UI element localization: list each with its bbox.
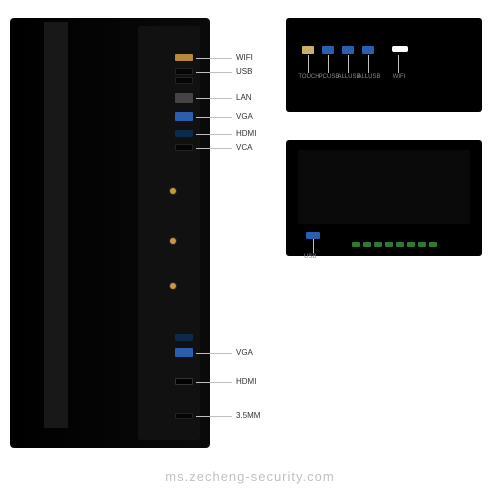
watermark: ms.zecheng-security.com <box>165 469 334 484</box>
top-port-touch <box>302 46 314 54</box>
top-leader-pcusb <box>328 55 329 73</box>
top-leader-allusb1 <box>348 55 349 73</box>
antenna-stud-1 <box>170 238 176 244</box>
control-button-3 <box>385 242 393 247</box>
control-button-7 <box>429 242 437 247</box>
top-port-wifi2 <box>392 46 408 52</box>
label-vca: VCA <box>236 143 252 152</box>
leader-vga1 <box>196 117 232 118</box>
top-port-pcusb <box>322 46 334 54</box>
leader-lan <box>196 98 232 99</box>
top-io-panel <box>286 18 482 112</box>
leader-usb1 <box>196 72 232 73</box>
leader-vga2 <box>196 353 232 354</box>
port-vga1 <box>175 112 193 121</box>
leader-jack <box>196 416 232 417</box>
top-label-wifi2: WIFI <box>386 74 412 80</box>
label-vga1: VGA <box>236 112 253 121</box>
leader-wifi <box>196 58 232 59</box>
port-hdmi2 <box>175 378 193 385</box>
top-port-allusb1 <box>342 46 354 54</box>
port-rail <box>44 22 68 428</box>
label-hdmi1: HDMI <box>236 129 256 138</box>
leader-hdmi1 <box>196 134 232 135</box>
label-hdmi2: HDMI <box>236 377 256 386</box>
control-button-0 <box>352 242 360 247</box>
port-wifi <box>175 54 193 61</box>
control-button-5 <box>407 242 415 247</box>
control-button-2 <box>374 242 382 247</box>
port-lan <box>175 93 193 103</box>
label-usb1: USB <box>236 67 252 76</box>
top-label-allusb2: ALLUSB <box>356 74 382 80</box>
top-leader-wifi2 <box>398 55 399 73</box>
port-usb2 <box>175 77 193 84</box>
control-button-6 <box>418 242 426 247</box>
port-jack <box>175 413 193 419</box>
top-leader-touch <box>308 55 309 73</box>
port-usb1 <box>175 68 193 75</box>
leader-hdmi2 <box>196 382 232 383</box>
control-button-1 <box>363 242 371 247</box>
display-region <box>298 150 470 224</box>
bottom-usb-port <box>306 232 320 239</box>
antenna-stud-2 <box>170 283 176 289</box>
bottom-usb-leader <box>313 239 314 253</box>
label-wifi: WIFI <box>236 53 253 62</box>
label-jack: 3.5MM <box>236 411 260 420</box>
top-port-allusb2 <box>362 46 374 54</box>
port-usb3 <box>175 334 193 341</box>
bottom-usb-label: USB <box>304 254 316 260</box>
antenna-stud-0 <box>170 188 176 194</box>
control-button-4 <box>396 242 404 247</box>
port-hdmi1 <box>175 130 193 137</box>
control-button-row <box>352 234 440 252</box>
label-lan: LAN <box>236 93 252 102</box>
top-leader-allusb2 <box>368 55 369 73</box>
label-vga2: VGA <box>236 348 253 357</box>
port-vca <box>175 144 193 151</box>
leader-vca <box>196 148 232 149</box>
port-vga2 <box>175 348 193 357</box>
